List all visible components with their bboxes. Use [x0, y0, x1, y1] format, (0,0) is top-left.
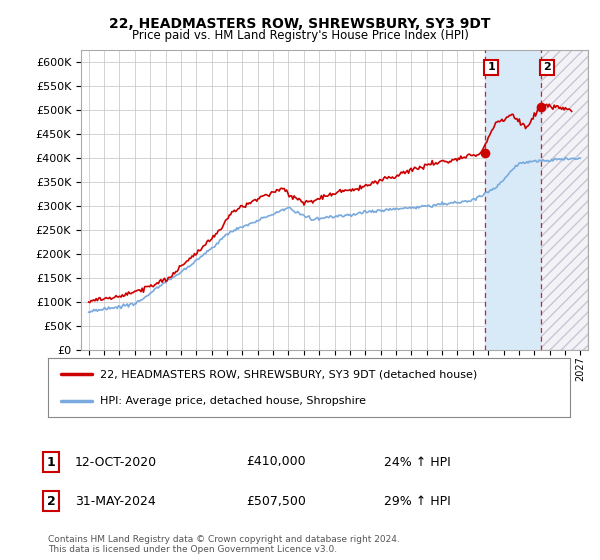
Text: Contains HM Land Registry data © Crown copyright and database right 2024.
This d: Contains HM Land Registry data © Crown c…: [48, 535, 400, 554]
Text: 1: 1: [487, 62, 495, 72]
Text: 2: 2: [47, 494, 55, 508]
Text: 24% ↑ HPI: 24% ↑ HPI: [384, 455, 451, 469]
Text: 22, HEADMASTERS ROW, SHREWSBURY, SY3 9DT: 22, HEADMASTERS ROW, SHREWSBURY, SY3 9DT: [109, 17, 491, 31]
Text: 29% ↑ HPI: 29% ↑ HPI: [384, 494, 451, 508]
Text: Price paid vs. HM Land Registry's House Price Index (HPI): Price paid vs. HM Land Registry's House …: [131, 29, 469, 42]
Text: HPI: Average price, detached house, Shropshire: HPI: Average price, detached house, Shro…: [100, 396, 366, 407]
Text: 22, HEADMASTERS ROW, SHREWSBURY, SY3 9DT (detached house): 22, HEADMASTERS ROW, SHREWSBURY, SY3 9DT…: [100, 369, 478, 379]
Text: £410,000: £410,000: [246, 455, 305, 469]
Text: 2: 2: [543, 62, 551, 72]
Text: 12-OCT-2020: 12-OCT-2020: [75, 455, 157, 469]
Text: £507,500: £507,500: [246, 494, 306, 508]
Text: 1: 1: [47, 455, 55, 469]
Text: 31-MAY-2024: 31-MAY-2024: [75, 494, 156, 508]
